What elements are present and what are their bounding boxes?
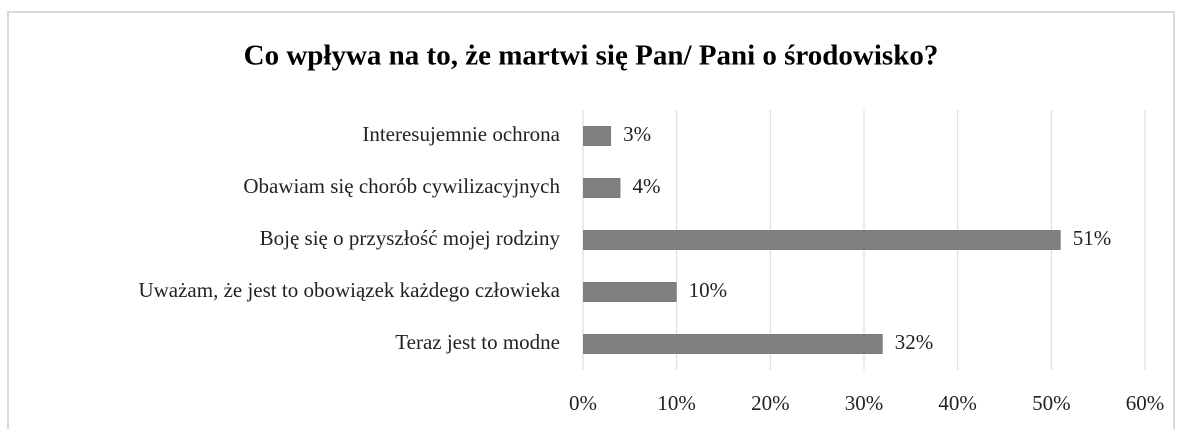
- y-tick-label: Teraz jest to modne: [395, 330, 560, 354]
- x-tick-label: 20%: [751, 391, 790, 415]
- value-label: 51%: [1073, 226, 1112, 250]
- bar: [583, 230, 1061, 250]
- bar: [583, 334, 883, 354]
- value-label: 3%: [623, 122, 651, 146]
- bar: [583, 282, 677, 302]
- y-tick-label: Obawiam się chorób cywilizacyjnych: [243, 174, 560, 198]
- x-tick-label: 50%: [1032, 391, 1071, 415]
- x-tick-label: 10%: [657, 391, 696, 415]
- y-tick-label: Interesujemnie ochrona: [362, 122, 560, 146]
- chart-title: Co wpływa na to, że martwi się Pan/ Pani…: [244, 40, 939, 72]
- x-tick-label: 0%: [569, 391, 597, 415]
- chart-frame: [7, 11, 1175, 429]
- x-tick-label: 30%: [845, 391, 884, 415]
- value-label: 32%: [895, 330, 934, 354]
- bar: [583, 178, 621, 198]
- value-label: 10%: [689, 278, 728, 302]
- bar: [583, 126, 612, 146]
- y-tick-label: Uważam, że jest to obowiązek każdego czł…: [138, 278, 560, 302]
- value-label: 4%: [632, 174, 660, 198]
- x-tick-label: 60%: [1126, 391, 1165, 415]
- y-tick-label: Boję się o przyszłość mojej rodziny: [260, 226, 561, 250]
- x-tick-label: 40%: [938, 391, 977, 415]
